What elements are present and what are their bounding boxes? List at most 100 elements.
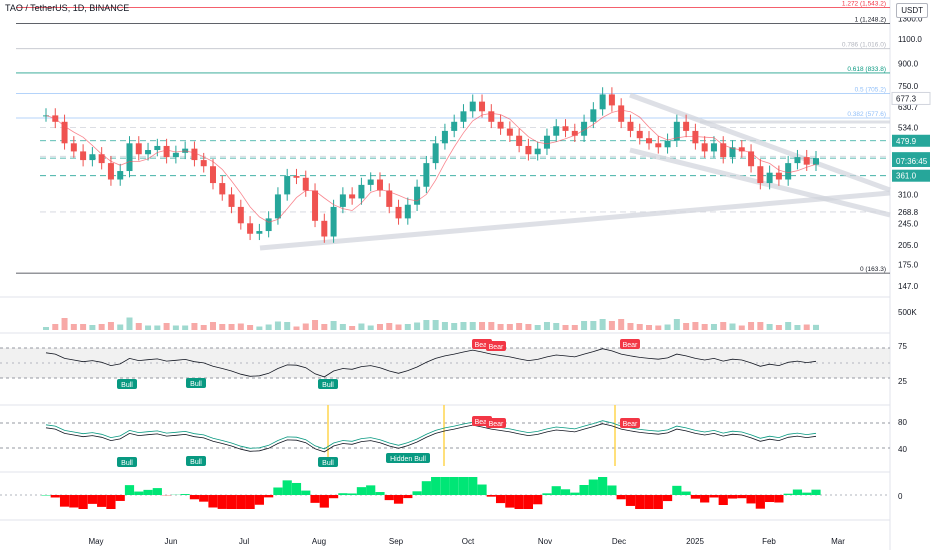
volume-bar: [525, 324, 532, 330]
candle-body: [581, 121, 588, 136]
candle-body: [126, 143, 133, 172]
macd-bar: [245, 495, 255, 509]
candle-body: [673, 121, 680, 141]
volume-bar: [803, 324, 810, 330]
stoch-tick: 40: [898, 445, 907, 454]
volume-bar: [191, 323, 198, 330]
macd-bar: [273, 487, 283, 495]
candle-body: [506, 128, 513, 136]
candle-body: [627, 121, 634, 131]
candle-body: [757, 166, 764, 184]
stoch-label-text: Bear: [623, 421, 638, 428]
candle-body: [414, 186, 421, 205]
volume-bar: [70, 324, 77, 330]
volume-bar: [312, 320, 319, 330]
trendlines: [259, 92, 891, 251]
macd-bar: [811, 489, 821, 495]
price-badge: [892, 169, 930, 182]
candle-body: [469, 101, 476, 112]
volume-bar: [358, 323, 365, 330]
time-axis-tick: Nov: [538, 537, 552, 546]
volume-bar: [43, 327, 49, 330]
volume-bar: [330, 321, 337, 330]
volume-bar: [414, 322, 421, 330]
macd-bar: [291, 482, 302, 495]
volume-bar: [98, 324, 105, 330]
volume-bar: [516, 323, 523, 330]
candle-body: [590, 109, 597, 122]
price-badge-label: 361.0: [896, 172, 917, 181]
candle-body: [284, 176, 291, 195]
macd-bar: [551, 486, 561, 495]
macd-bar: [254, 495, 264, 505]
price-badge: [892, 154, 930, 167]
macd-bar: [709, 495, 719, 498]
candle-body: [738, 147, 745, 152]
stoch-label-text: Hidden Bull: [390, 456, 426, 463]
candle-body: [237, 206, 244, 224]
candle-body: [89, 154, 96, 161]
volume-bar: [766, 324, 773, 330]
candle-body: [599, 94, 606, 110]
stoch-label-text: Bear: [475, 419, 490, 426]
volume-bar: [386, 323, 393, 330]
macd-bar: [672, 485, 682, 495]
candle-body: [608, 94, 615, 106]
volume-bar: [89, 325, 96, 330]
volume-bar: [534, 325, 541, 330]
candle-body: [339, 194, 346, 207]
macd-bar: [124, 485, 135, 495]
volume-bar: [636, 324, 643, 330]
fib-level-label: 0 (163.3): [860, 266, 886, 273]
rsi-label-bull: Bull: [186, 378, 206, 388]
macd-bar: [616, 495, 626, 500]
macd-bar: [384, 495, 394, 501]
volume-bar: [247, 325, 254, 330]
time-axis: May Jun Jul Aug Sep Oct Nov Dec 2025 Feb Mar: [88, 537, 845, 546]
macd-bar: [653, 495, 663, 509]
candle-body: [766, 172, 773, 184]
candle-body: [710, 143, 717, 152]
volume-bar: [608, 321, 615, 330]
volume-bar: [284, 322, 291, 330]
macd-bar: [356, 487, 367, 495]
candle-body: [451, 121, 458, 131]
volume-bar: [646, 325, 653, 330]
price-axis-tick: 630.7: [898, 103, 919, 112]
candle-body: [571, 130, 578, 136]
candle-body: [646, 138, 653, 144]
rsi-label-text: Bull: [322, 382, 334, 389]
stoch-label-bull: Bull: [318, 457, 338, 467]
macd-bar: [560, 489, 571, 495]
candle-body: [748, 151, 755, 167]
stoch-label-bear: Bear: [486, 418, 506, 428]
candle-body: [330, 206, 337, 237]
macd-bar: [792, 489, 803, 495]
volume-bar: [219, 324, 226, 330]
time-axis-tick: May: [88, 537, 103, 546]
candle-body: [135, 143, 142, 155]
rsi-label-text: Bear: [623, 342, 638, 349]
candle-body: [441, 130, 448, 144]
macd-bar: [41, 495, 51, 496]
time-axis-tick: Mar: [831, 537, 845, 546]
candle-body: [516, 135, 523, 146]
macd-bar: [774, 495, 784, 503]
volume-bar: [451, 323, 458, 330]
volume-bar: [710, 324, 717, 330]
candle-body: [98, 154, 105, 164]
rsi-label-bull: Bull: [318, 379, 338, 389]
time-axis-tick: Sep: [389, 537, 404, 546]
volume-bar: [349, 326, 356, 330]
volume-bar: [469, 322, 476, 330]
volume-bar: [729, 323, 736, 330]
symbol-title[interactable]: TAO / TetherUS, 1D, BINANCE: [5, 3, 130, 13]
trendline-descending: [629, 92, 891, 193]
price-axis-tick: 175.0: [898, 261, 919, 270]
fib-levels: 1.272 (1,543.2) 1 (1,248.2) 0.786 (1,016.0…: [16, 1, 890, 274]
currency-unit-button[interactable]: USDT: [896, 3, 928, 18]
candle-body: [163, 145, 170, 158]
macd-bar: [208, 495, 218, 508]
volume-bar: [61, 318, 68, 330]
